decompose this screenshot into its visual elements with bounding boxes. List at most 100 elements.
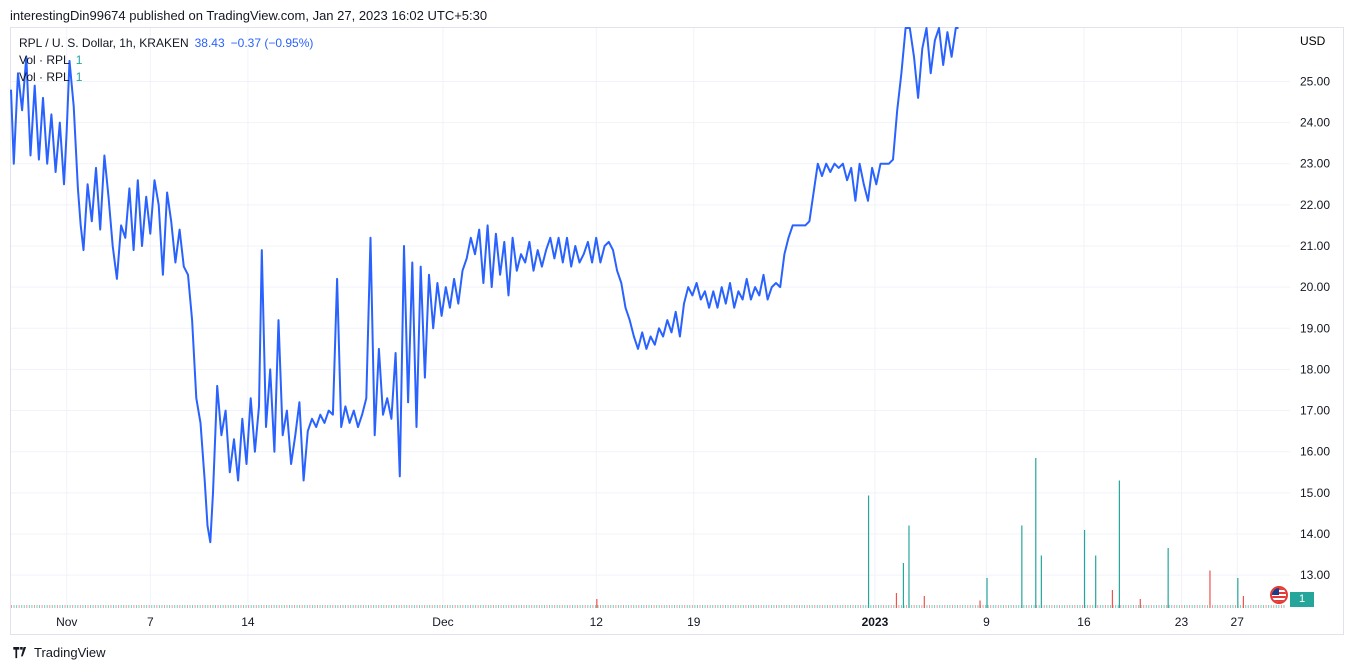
volume-baseline-bar: [286, 605, 288, 608]
volume-baseline-bar: [995, 605, 997, 608]
volume-bar-up: [1021, 525, 1023, 608]
volume-baseline-bar: [1184, 605, 1185, 608]
volume-baseline-bar: [169, 605, 171, 608]
volume-baseline-bar: [128, 605, 130, 608]
volume-baseline-bar: [860, 605, 862, 608]
x-tick-label: 2023: [862, 615, 889, 629]
volume-baseline-bar: [470, 605, 471, 608]
price-chart[interactable]: 13.00 14.00 15.00 16.00 17.00 18.00 19.00 20.00…: [0, 0, 1354, 640]
volume-bar-down: [596, 599, 598, 608]
volume-baseline-bar: [322, 605, 324, 608]
volume-baseline-bar: [666, 605, 668, 608]
volume-baseline-bar: [215, 605, 216, 608]
volume-baseline-bar: [628, 605, 630, 608]
volume-baseline-bar: [982, 605, 984, 608]
volume-baseline-bar: [538, 605, 540, 608]
volume-baseline-bar: [311, 605, 313, 608]
volume-baseline-bar: [681, 605, 683, 608]
volume-baseline-bar: [291, 605, 293, 608]
volume-baseline-bar: [189, 605, 191, 608]
volume-baseline-bar: [913, 605, 915, 608]
volume-baseline-bar: [668, 605, 670, 608]
volume-baseline-bar: [1196, 605, 1198, 608]
volume-baseline-bar: [633, 605, 635, 608]
volume-baseline-bar: [742, 605, 744, 608]
volume-baseline-bar: [192, 605, 194, 608]
volume-bar-up: [1035, 458, 1037, 608]
volume-baseline-bar: [350, 605, 352, 608]
y-tick-label: 21.00: [1300, 239, 1330, 253]
volume-baseline-bar: [171, 605, 173, 608]
volume-baseline-bar: [1013, 605, 1015, 608]
volume-baseline-bar: [870, 605, 872, 608]
volume-baseline-bar: [954, 605, 956, 608]
volume-bar-down: [1242, 596, 1245, 608]
us-flag-icon[interactable]: [1270, 586, 1288, 604]
volume-baseline-bar: [543, 605, 545, 608]
volume-baseline-bar: [753, 605, 755, 608]
volume-baseline-bar: [1002, 605, 1004, 608]
volume-baseline-bar: [663, 605, 665, 608]
volume-baseline-bar: [735, 605, 737, 608]
volume-baseline-bar: [747, 605, 749, 608]
volume-baseline-bar: [549, 605, 551, 608]
volume-baseline-bar: [334, 605, 336, 608]
footer-brand: TradingView: [34, 645, 106, 660]
volume-bar-up: [1118, 480, 1120, 608]
volume-baseline-bar: [403, 605, 405, 608]
volume-baseline-bar: [273, 605, 275, 608]
volume-baseline-bar: [495, 605, 497, 608]
volume-baseline-bar: [406, 605, 408, 608]
volume-bar-down: [1111, 590, 1114, 608]
volume-baseline-bar: [615, 605, 617, 608]
volume-baseline-bar: [885, 605, 887, 608]
volume-baseline-bar: [694, 605, 696, 608]
x-tick-label: 12: [590, 615, 604, 629]
volume-baseline-bar: [725, 605, 726, 608]
volume-baseline-bar: [679, 605, 681, 608]
volume-baseline-bar: [1010, 605, 1012, 608]
volume-baseline-bar: [174, 605, 176, 608]
volume-baseline-bar: [959, 605, 961, 608]
volume-baseline-bar: [842, 605, 844, 608]
volume-baseline-bar: [1015, 605, 1017, 608]
volume-baseline-bar: [429, 605, 431, 608]
volume-baseline-bar: [865, 605, 867, 608]
volume-baseline-bar: [717, 605, 719, 608]
volume-baseline-bar: [317, 605, 318, 608]
legend-volume-row[interactable]: Vol · RPL 1: [19, 69, 313, 86]
volume-baseline-bar: [977, 605, 979, 608]
volume-bar-up: [1083, 530, 1086, 608]
volume-baseline-bar: [490, 605, 492, 608]
volume-baseline-bar: [447, 605, 449, 608]
volume-baseline-bar: [49, 605, 51, 608]
legend-volume-row[interactable]: Vol · RPL 1: [19, 52, 313, 69]
volume-baseline-bar: [51, 605, 53, 608]
volume-baseline-bar: [656, 605, 658, 608]
volume-baseline-bar: [1255, 605, 1257, 608]
volume-baseline-bar: [1064, 605, 1066, 608]
volume-baseline-bar: [237, 605, 239, 608]
volume-baseline-bar: [199, 605, 201, 608]
volume-baseline-bar: [1089, 605, 1091, 608]
volume-baseline-bar: [804, 605, 806, 608]
volume-baseline-bar: [266, 605, 267, 608]
volume-baseline-bar: [816, 605, 818, 608]
volume-baseline-bar: [342, 605, 344, 608]
legend: RPL / U. S. Dollar, 1h, KRAKEN 38.43 −0.37…: [19, 35, 313, 86]
volume-baseline-bar: [31, 605, 33, 608]
volume-baseline-bar: [1056, 605, 1058, 608]
volume-baseline-bar: [380, 605, 382, 608]
volume-bar-down: [979, 600, 981, 608]
volume-baseline-bar: [304, 605, 306, 608]
volume-baseline-bar: [755, 605, 757, 608]
volume-baseline-bar: [232, 605, 234, 608]
volume-baseline-bar: [419, 605, 420, 608]
volume-baseline-bar: [301, 605, 303, 608]
volume-bar-up: [1095, 555, 1097, 608]
volume-bar-down: [895, 593, 898, 608]
legend-symbol-row[interactable]: RPL / U. S. Dollar, 1h, KRAKEN 38.43 −0.37…: [19, 35, 313, 52]
volume-baseline-bar: [569, 605, 571, 608]
x-tick-label: 14: [241, 615, 255, 629]
legend-volume-label: Vol · RPL: [19, 53, 70, 67]
